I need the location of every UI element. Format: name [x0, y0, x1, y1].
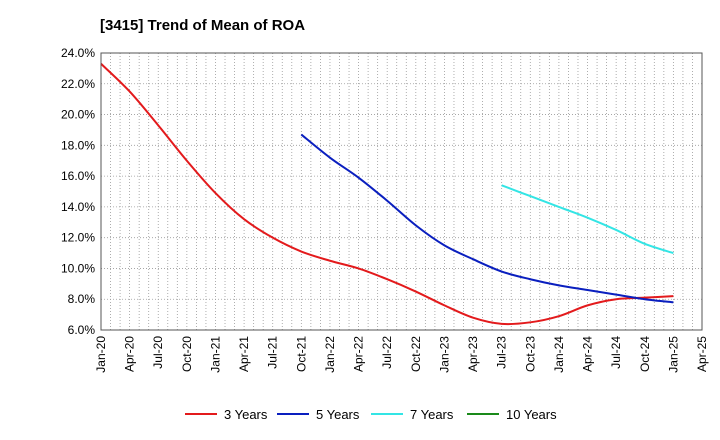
x-tick-label: Oct-24	[638, 336, 652, 372]
y-tick-label: 6.0%	[68, 323, 96, 337]
y-tick-label: 24.0%	[61, 46, 95, 60]
x-tick-label: Jul-24	[609, 336, 623, 369]
y-tick-label: 20.0%	[61, 108, 95, 122]
plot-area: 24.0% 22.0% 20.0% 18.0% 16.0% 14.0% 12.0% 10.0%…	[61, 46, 709, 373]
series-lines	[100, 63, 674, 326]
legend-label: 3 Years	[224, 407, 268, 422]
series-line-3-years	[100, 63, 674, 326]
grid-lines	[101, 53, 702, 330]
x-tick-label: Apr-25	[695, 336, 709, 372]
x-tick-label: Oct-21	[294, 336, 308, 372]
x-tick-label: Jan-24	[552, 336, 566, 373]
x-tick-label: Oct-22	[409, 336, 423, 372]
y-tick-label: 12.0%	[61, 231, 95, 245]
y-tick-label: 22.0%	[61, 77, 95, 91]
chart-title: [3415] Trend of Mean of ROA	[100, 17, 305, 34]
plot-background	[101, 53, 702, 330]
x-tick-label: Jul-20	[151, 336, 165, 369]
y-tick-label: 18.0%	[61, 138, 95, 152]
x-tick-label: Oct-23	[523, 336, 537, 372]
y-tick-label: 14.0%	[61, 200, 95, 214]
x-tick-label: Apr-23	[466, 336, 480, 372]
x-tick-label: Jan-25	[666, 336, 680, 373]
legend-label: 10 Years	[506, 407, 557, 422]
x-tick-label: Oct-20	[180, 336, 194, 372]
y-tick-label: 16.0%	[61, 169, 95, 183]
y-tick-label: 8.0%	[68, 292, 96, 306]
x-tick-label: Jan-20	[94, 336, 108, 373]
legend-label: 5 Years	[316, 407, 360, 422]
legend: 3 Years 5 Years 7 Years 10 Years	[185, 407, 557, 422]
x-tick-label: Jan-23	[437, 336, 451, 373]
y-axis: 24.0% 22.0% 20.0% 18.0% 16.0% 14.0% 12.0% 10.0%…	[61, 46, 95, 337]
series-line-5-years	[300, 133, 674, 304]
series-line-7-years	[501, 184, 674, 255]
x-tick-label: Jul-21	[266, 336, 280, 369]
legend-label: 7 Years	[410, 407, 454, 422]
x-tick-label: Apr-20	[123, 336, 137, 372]
x-tick-label: Apr-24	[581, 336, 595, 372]
x-tick-label: Apr-21	[237, 336, 251, 372]
plot-border	[100, 52, 703, 331]
x-tick-label: Jul-23	[495, 336, 509, 369]
x-tick-label: Apr-22	[352, 336, 366, 372]
x-tick-label: Jul-22	[380, 336, 394, 369]
x-axis: Jan-20 Apr-20 Jul-20 Oct-20 Jan-21 Apr-21 Jul-…	[94, 336, 709, 373]
x-tick-label: Jan-22	[323, 336, 337, 373]
y-tick-label: 10.0%	[61, 261, 95, 275]
x-tick-label: Jan-21	[208, 336, 222, 373]
